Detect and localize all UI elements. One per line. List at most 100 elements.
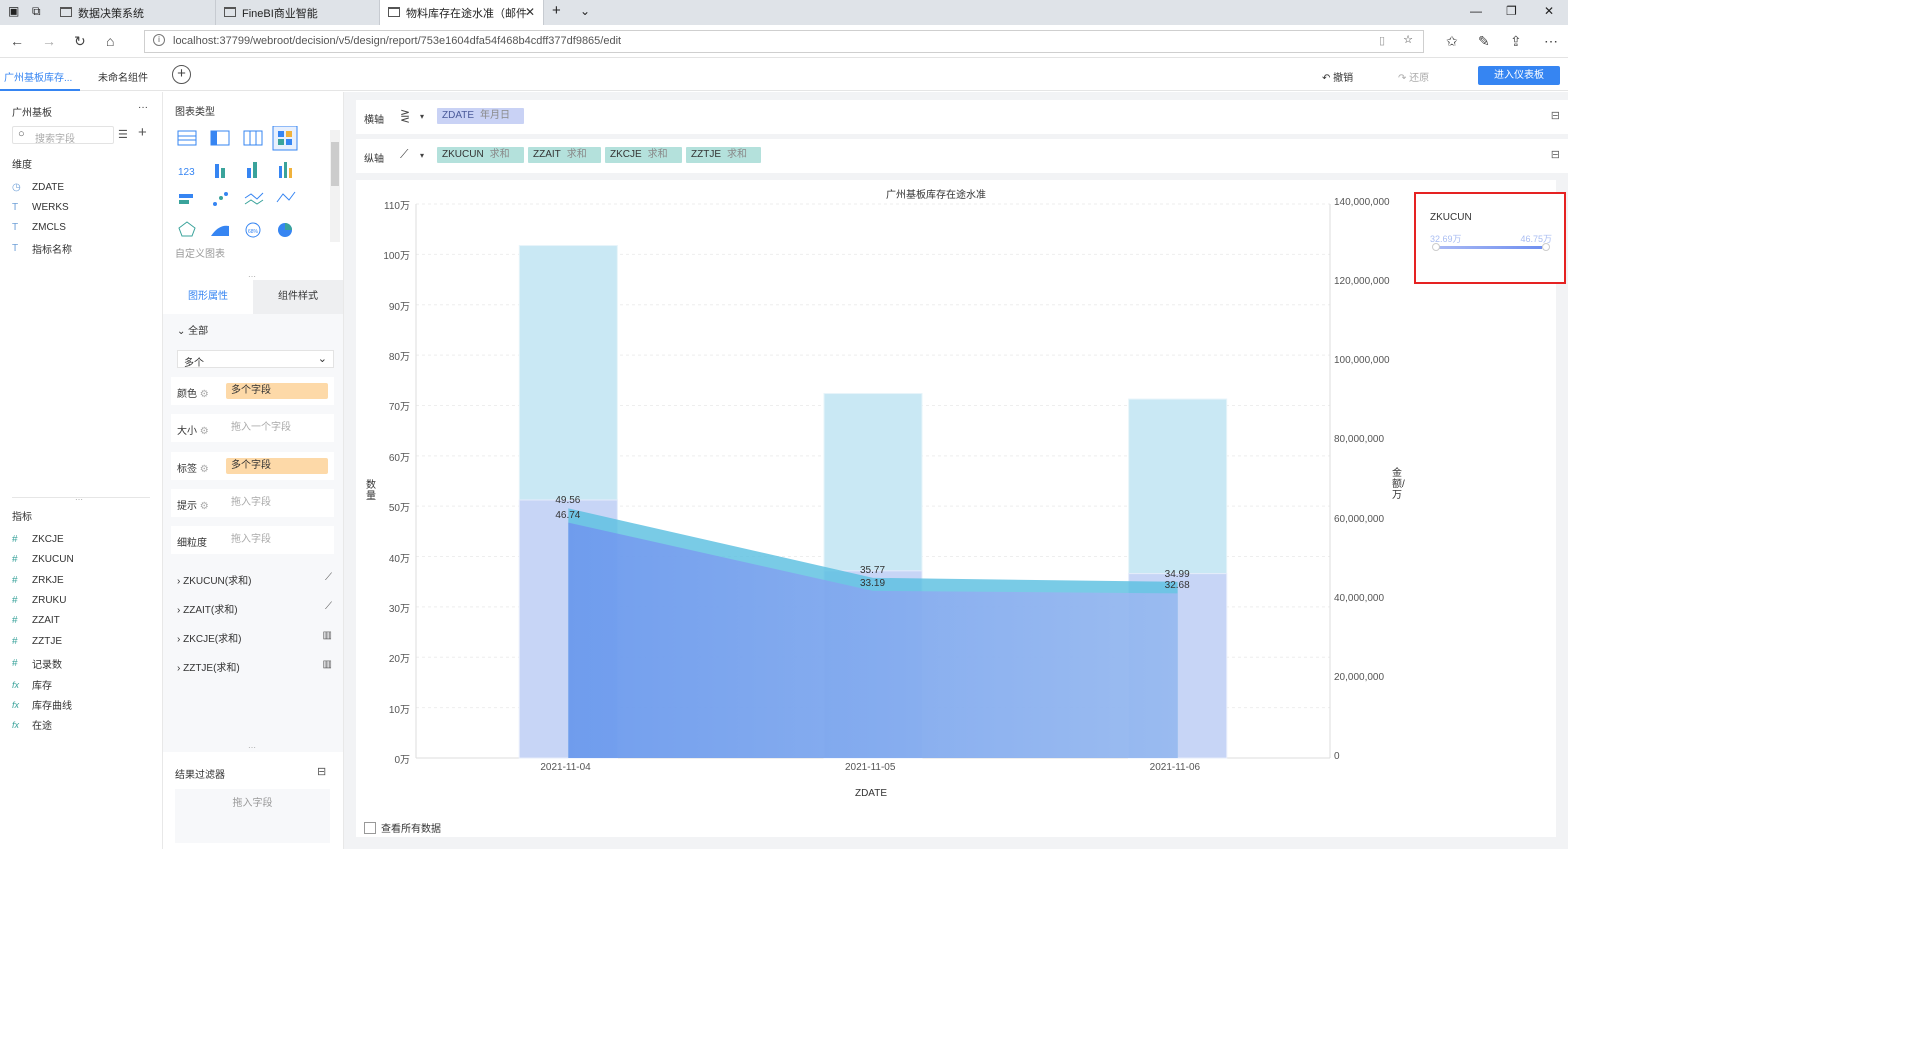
color-drop-field[interactable]: 多个字段 (226, 383, 328, 399)
label-drop-field[interactable]: 多个字段 (226, 458, 328, 474)
y-field-pill[interactable]: ZZTJE 求和 (686, 147, 761, 163)
custom-chart-label[interactable]: 自定义图表 (175, 249, 225, 260)
restore-icon[interactable]: ❐ (1506, 4, 1517, 18)
line-chart-icon[interactable]: ⟋ (400, 147, 409, 161)
axis-lock-icon[interactable]: ⊟ (1550, 149, 1560, 161)
legend-min-handle[interactable] (1432, 243, 1440, 251)
info-icon[interactable]: i (153, 34, 165, 46)
back-icon[interactable]: ← (10, 33, 24, 49)
forward-icon[interactable]: → (42, 33, 56, 49)
search-field-input[interactable]: ○ 搜索字段 (12, 126, 114, 145)
radar-icon[interactable] (178, 221, 196, 237)
tooltip-drop-field[interactable]: 拖入字段 (231, 497, 271, 508)
y-field-pill[interactable]: ZKCJE 求和 (605, 147, 682, 163)
browser-tab[interactable]: 数据决策系统 (52, 0, 216, 25)
cross-table-icon[interactable] (210, 130, 230, 146)
bar-chart-icon[interactable]: ▥ (322, 659, 332, 670)
calc-field[interactable]: fx 库存 (12, 677, 52, 693)
bar-chart-icon[interactable] (247, 162, 257, 178)
all-series-toggle[interactable]: ⌄ 全部 (177, 322, 208, 337)
table-chart-icon[interactable] (177, 130, 197, 146)
measure-field[interactable]: # ZKCJE (12, 534, 64, 545)
more-icon[interactable]: ⋯ (1544, 33, 1558, 49)
grouped-bar-icon[interactable] (279, 162, 292, 178)
tab-component-1[interactable]: 广州基板库存... (4, 73, 73, 84)
pen-icon[interactable]: ✎ (1478, 33, 1490, 49)
stacked-bar-icon[interactable] (215, 164, 225, 178)
tab-component-style[interactable]: 组件样式 (253, 280, 343, 314)
line-chart-icon[interactable]: ⟋ (325, 601, 332, 612)
series-item[interactable]: › ZZTJE(求和) ▥ (177, 659, 332, 674)
horizontal-bar-icon[interactable] (179, 194, 193, 204)
resize-handle[interactable]: ⋯ (248, 272, 256, 281)
chevron-down-icon[interactable]: ▾ (420, 112, 425, 121)
new-tab-icon[interactable]: + (552, 2, 561, 19)
tab-actions-icon[interactable]: ⧉ (32, 4, 41, 18)
kpi-chart-icon[interactable]: 123 (178, 167, 195, 178)
area-chart-icon[interactable] (276, 191, 296, 203)
series-select[interactable]: 多个 ⌄ (177, 350, 334, 369)
browser-menu-icon[interactable]: ▣ (8, 4, 20, 18)
more-options-icon[interactable]: ··· (138, 102, 148, 113)
tab-graph-properties[interactable]: 图形属性 (163, 280, 253, 314)
y-field-pill[interactable]: ZKUCUN 求和 (437, 147, 524, 163)
chevron-down-icon[interactable]: ▾ (420, 151, 425, 160)
pie-chart-icon[interactable] (278, 223, 292, 237)
favorite-star-icon[interactable]: ☆ (1403, 34, 1413, 46)
close-window-icon[interactable]: ✕ (1544, 4, 1555, 18)
bar-chart-icon[interactable]: ▥ (322, 630, 332, 641)
gauge-icon[interactable]: 68% (245, 222, 261, 238)
line-chart-icon[interactable]: ⟋ (325, 572, 332, 583)
refresh-icon[interactable]: ↻ (74, 33, 86, 49)
dimension-field[interactable]: T ZMCLS (12, 222, 66, 233)
add-field-icon[interactable]: + (138, 124, 147, 141)
y-field-pill[interactable]: ZZAIT 求和 (528, 147, 601, 163)
axis-lock-icon[interactable]: ⊟ (1550, 110, 1560, 122)
calc-field[interactable]: fx 库存曲线 (12, 697, 72, 713)
measure-field[interactable]: # ZRUKU (12, 595, 66, 606)
scrollbar-thumb[interactable] (331, 142, 339, 186)
calc-field[interactable]: fx 在途 (12, 717, 52, 733)
series-item[interactable]: › ZKUCUN(求和) ⟋ (177, 572, 332, 587)
detail-table-icon[interactable] (243, 130, 263, 146)
measure-field[interactable]: # ZRKJE (12, 575, 64, 586)
measure-field[interactable]: # ZZAIT (12, 615, 60, 626)
line-chart-icon[interactable] (244, 192, 264, 205)
granularity-drop-field[interactable]: 拖入字段 (231, 534, 271, 545)
undo-button[interactable]: ↶ 撤销 (1322, 69, 1353, 84)
share-icon[interactable]: ⇪ (1510, 33, 1522, 49)
favorites-icon[interactable]: ✩ (1446, 33, 1458, 49)
add-component-button[interactable]: + (172, 65, 191, 84)
browser-tab-active[interactable]: 物料库存在途水准（邮件 ✕ (380, 0, 544, 25)
axis-type-icon[interactable]: ⋛ (400, 109, 411, 123)
dimension-field[interactable]: T WERKS (12, 202, 69, 213)
dimension-field[interactable]: T 指标名称 (12, 241, 72, 256)
scatter-icon[interactable] (213, 192, 228, 206)
field-sort-icon[interactable]: ☰ (118, 129, 128, 141)
measure-field[interactable]: # ZKUCUN (12, 554, 74, 565)
chevron-down-icon[interactable]: ⌄ (580, 4, 591, 18)
series-item[interactable]: › ZZAIT(求和) ⟋ (177, 601, 332, 616)
dimension-field[interactable]: ◷ ZDATE (12, 182, 64, 193)
resize-handle[interactable]: ⋯ (248, 743, 256, 752)
x-field-pill[interactable]: ZDATE 年月日 (437, 108, 524, 124)
redo-button[interactable]: ↷ 还原 (1398, 69, 1429, 84)
measure-field[interactable]: # ZZTJE (12, 636, 62, 647)
home-icon[interactable]: ⌂ (106, 33, 115, 49)
combo-chart-icon-selected[interactable] (272, 126, 298, 151)
resize-handle[interactable]: ⋯ (75, 495, 83, 504)
size-drop-field[interactable]: 拖入一个字段 (231, 422, 291, 433)
filter-lock-icon[interactable]: ⊟ (317, 766, 327, 778)
filter-drop-zone[interactable]: 拖入字段 (175, 789, 330, 843)
chart-type-scrollbar[interactable] (330, 130, 340, 242)
minimize-icon[interactable]: — (1470, 4, 1482, 18)
view-all-data-checkbox[interactable]: 查看所有数据 (364, 820, 441, 835)
enter-dashboard-button[interactable]: 进入仪表板 (1478, 66, 1560, 85)
checkbox-box[interactable] (364, 821, 376, 834)
measure-field[interactable]: # 记录数 (12, 656, 62, 671)
close-tab-icon[interactable]: ✕ (524, 5, 535, 19)
wave-area-icon[interactable] (211, 225, 229, 236)
series-item[interactable]: › ZKCJE(求和) ▥ (177, 630, 332, 645)
browser-tab[interactable]: FineBI商业智能 (216, 0, 380, 25)
reader-view-icon[interactable]: ▯ (1378, 35, 1385, 47)
